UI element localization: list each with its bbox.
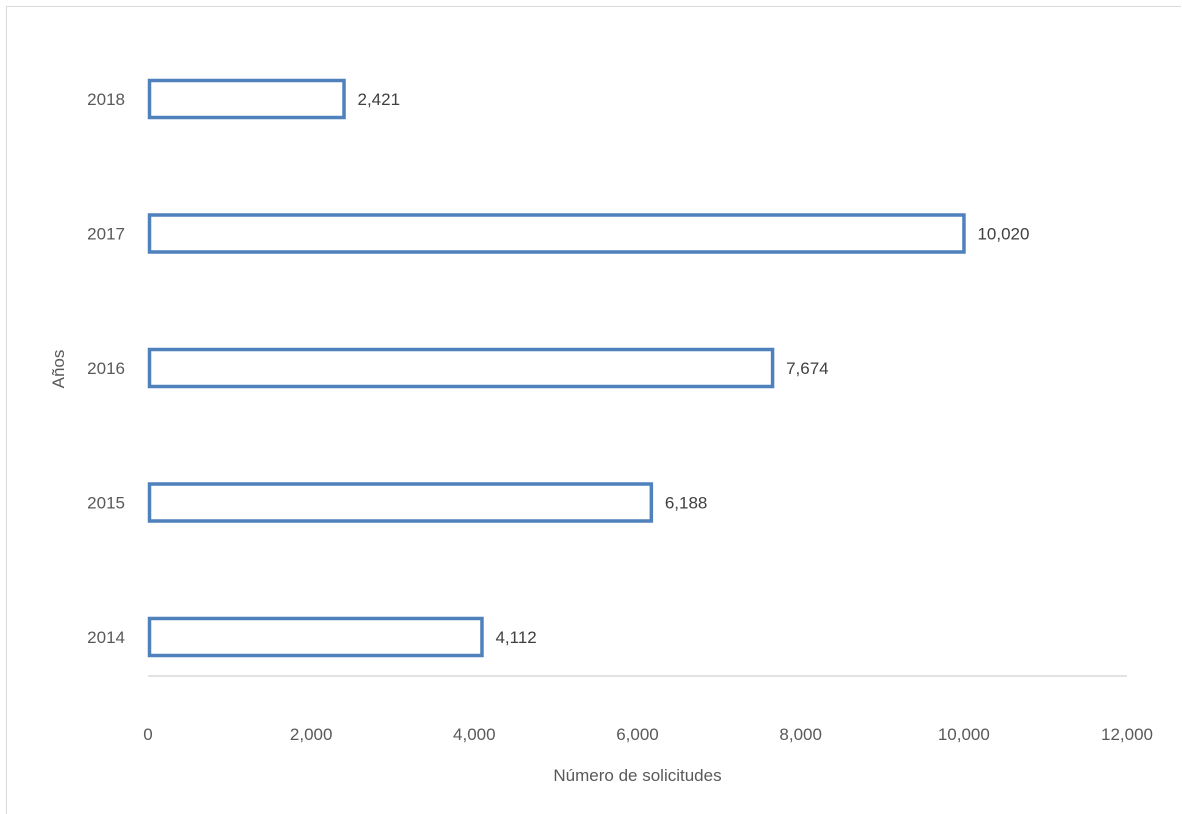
y-tick-label-2014: 2014 (87, 628, 125, 647)
y-axis-title: Años (49, 350, 68, 389)
y-tick-labels-group: 2014 2015 2016 2017 2018 (87, 90, 125, 647)
data-label-2018: 2,421 (358, 90, 401, 109)
bar-2014 (147, 616, 484, 658)
x-tick-label-0: 0 (143, 725, 152, 744)
bar-2017 (147, 213, 966, 254)
y-tick-label-2015: 2015 (87, 494, 125, 513)
bars-group (147, 78, 966, 658)
bar-2015 (147, 482, 654, 523)
data-label-2017: 10,020 (977, 225, 1029, 244)
x-tick-label-6000: 6,000 (616, 725, 659, 744)
x-tick-label-2000: 2,000 (290, 725, 333, 744)
data-labels-group: 4,112 6,188 7,674 10,020 2,421 (358, 90, 1030, 647)
data-label-2014: 4,112 (495, 628, 536, 647)
x-tick-label-10000: 10,000 (938, 725, 990, 744)
y-tick-label-2017: 2017 (87, 225, 125, 244)
x-tick-label-12000: 12,000 (1101, 725, 1153, 744)
chart-frame (6, 6, 1181, 814)
bar-2016 (147, 347, 775, 389)
y-tick-label-2016: 2016 (87, 359, 125, 378)
x-axis-title: Número de solicitudes (553, 766, 721, 785)
x-tick-labels-group: 0 2,000 4,000 6,000 8,000 10,000 12,000 (143, 725, 1153, 744)
x-tick-label-4000: 4,000 (453, 725, 496, 744)
y-tick-label-2018: 2018 (87, 90, 125, 109)
data-label-2015: 6,188 (665, 494, 708, 513)
bar-2018 (147, 78, 346, 120)
data-label-2016: 7,674 (786, 359, 829, 378)
x-tick-label-8000: 8,000 (779, 725, 822, 744)
